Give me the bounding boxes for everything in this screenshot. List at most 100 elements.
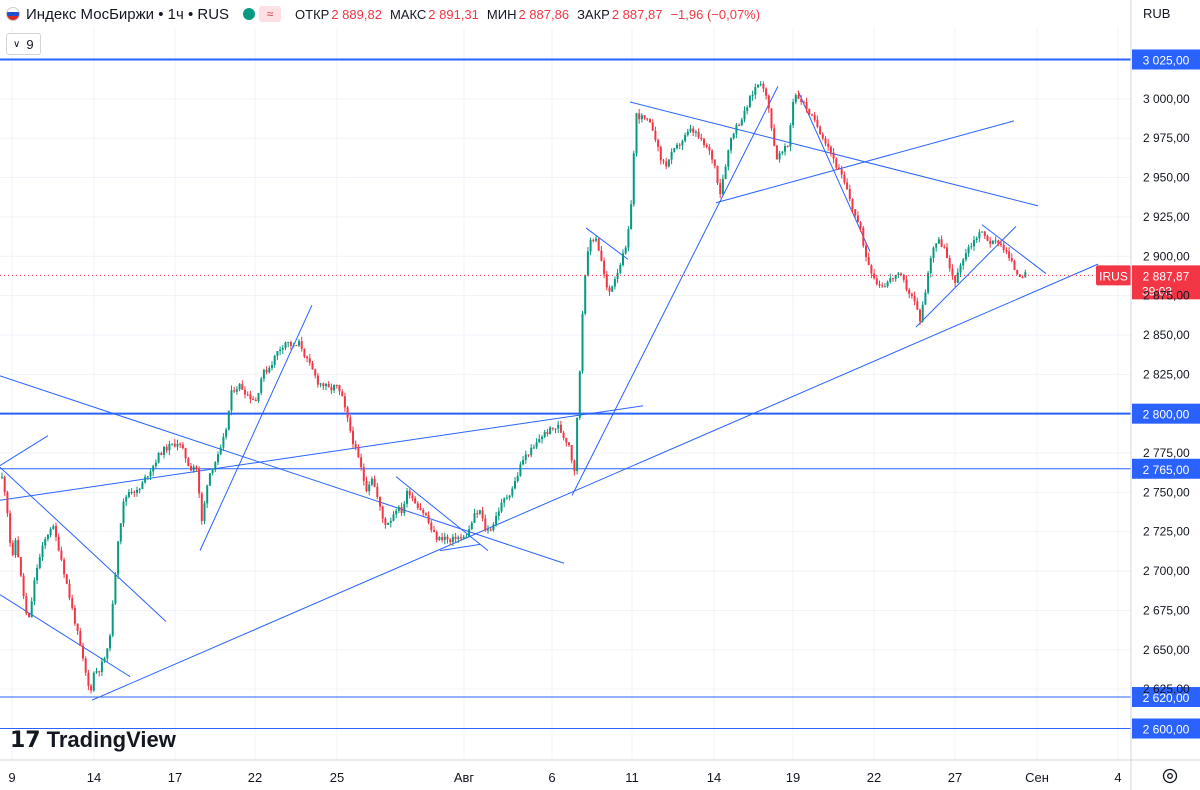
candle-body: [160, 452, 163, 455]
candle-body: [322, 383, 325, 387]
candle-body: [1010, 257, 1013, 261]
candle-body: [557, 424, 560, 429]
candle-body: [192, 466, 195, 471]
candle-body: [775, 145, 778, 160]
horizontal-levels[interactable]: 3 025,00 2 800,00 2 765,00 2 620,00 2 600,00: [0, 49, 1200, 739]
candle-body: [14, 540, 17, 556]
candle-body: [1008, 251, 1011, 258]
candle-body: [373, 478, 376, 487]
candle-body: [249, 394, 252, 399]
candle-body: [735, 124, 738, 134]
trendlines[interactable]: [0, 86, 1099, 701]
symbol-title[interactable]: Индекс МосБиржи • 1ч • RUS: [26, 5, 230, 23]
candle-body: [746, 107, 749, 111]
candle-body: [225, 429, 228, 437]
candle-body: [82, 645, 84, 659]
trendline: [981, 224, 1047, 274]
candle-body: [289, 341, 292, 347]
candle-body: [19, 557, 22, 576]
candle-body: [805, 102, 808, 110]
candle-body: [1013, 260, 1016, 271]
russia-flag-icon: [6, 7, 20, 21]
candle-body: [511, 488, 514, 496]
candle-body: [492, 524, 495, 531]
candle-body: [541, 436, 543, 440]
candle-body: [90, 685, 93, 691]
candle-body: [762, 83, 765, 89]
indicators-toggle[interactable]: ∨ 9: [6, 33, 41, 55]
candle-body: [802, 102, 805, 104]
candle-body: [119, 523, 122, 542]
candle-body: [60, 550, 63, 560]
candle-body: [559, 424, 562, 433]
tradingview-icon: 17: [10, 727, 41, 753]
settings-gear-icon[interactable]: [1162, 768, 1178, 784]
candle-body: [473, 513, 476, 523]
last-price-tag: [1132, 265, 1200, 300]
candle-body: [44, 539, 47, 546]
price-tick-label: 2 725,00: [1143, 525, 1190, 539]
candle-body: [308, 358, 311, 363]
candle-body: [52, 526, 55, 529]
candle-body: [11, 542, 14, 556]
candle-body: [894, 275, 897, 279]
data-mode-icon[interactable]: ≈: [259, 6, 282, 22]
candle-body: [716, 165, 719, 184]
candle-body: [368, 484, 371, 492]
time-axis[interactable]: 9 14 17 22 25 Авг 6 11 14 19 22 27 Сен 4: [0, 759, 1200, 785]
candle-body: [751, 94, 754, 97]
candle-body: [781, 151, 784, 154]
candle-body: [273, 355, 276, 365]
price-tick-label: 2 850,00: [1143, 328, 1190, 342]
candle-body: [694, 131, 697, 133]
candle-body: [568, 442, 570, 446]
candle-body: [792, 102, 795, 126]
candle-body: [92, 672, 95, 691]
trendline: [91, 263, 1099, 701]
price-tick-label: 2 700,00: [1143, 564, 1190, 578]
candle-body: [130, 491, 133, 493]
candle-body: [603, 260, 606, 275]
candle-body: [36, 567, 39, 581]
candle-body: [38, 556, 41, 568]
candle-body: [281, 347, 284, 350]
candle-body: [986, 235, 989, 241]
candle-body: [754, 87, 757, 95]
candle-body: [362, 467, 365, 481]
candle-body: [913, 296, 916, 302]
candle-body: [975, 238, 978, 241]
candle-body: [79, 630, 82, 646]
price-tick-label: 2 950,00: [1143, 171, 1190, 185]
candle-body: [133, 491, 136, 493]
tradingview-logo[interactable]: 17 TradingView: [10, 727, 176, 753]
candle-body: [343, 396, 346, 408]
candle-body: [211, 469, 214, 474]
trendline: [199, 304, 313, 551]
candle-body: [732, 133, 735, 139]
currency-label[interactable]: RUB: [1143, 6, 1171, 21]
trendline: [439, 543, 481, 552]
candle-body: [667, 159, 670, 167]
candle-body: [549, 427, 552, 435]
candle-body: [635, 113, 638, 154]
candle-body: [295, 345, 298, 347]
trendline: [797, 90, 871, 252]
candle-body: [673, 148, 676, 152]
candle-body: [184, 448, 187, 459]
candle-body: [1024, 272, 1027, 278]
candle-body: [260, 378, 263, 393]
candle-body: [651, 122, 654, 131]
candle-body: [551, 427, 554, 429]
price-axis[interactable]: 2 625,00 2 650,00 2 675,00 2 700,00 2 725,00…: [1130, 0, 1190, 790]
candle-body: [584, 275, 587, 314]
market-status-icon[interactable]: [243, 8, 256, 20]
candle-body: [73, 607, 76, 624]
candle-body: [430, 522, 433, 531]
candle-body: [419, 507, 422, 510]
candle-body: [921, 304, 924, 322]
candle-body: [730, 138, 732, 151]
candle-body: [235, 389, 238, 392]
candle-body: [873, 273, 876, 279]
candle-body: [843, 174, 846, 183]
